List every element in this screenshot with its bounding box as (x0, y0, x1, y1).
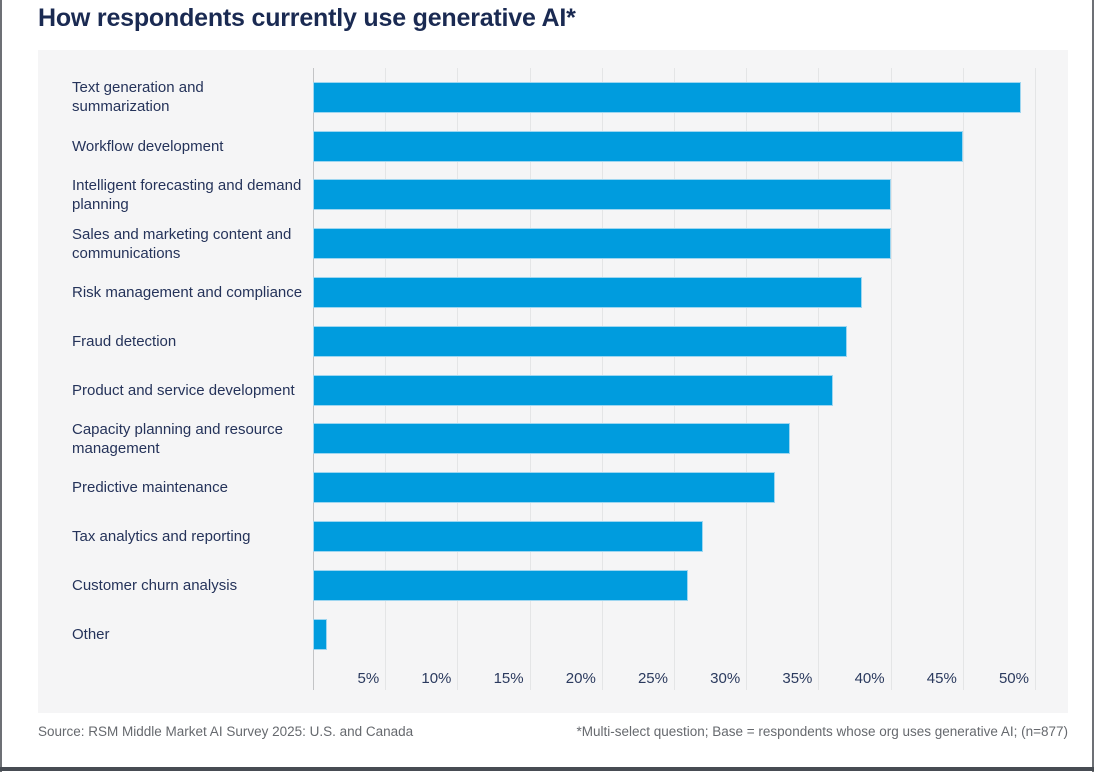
bar-row: Predictive maintenance (72, 463, 1068, 512)
bar-rows: Text generation and summarization Workflo… (72, 73, 1068, 659)
axis-tick-label: 25% (637, 670, 668, 687)
category-label: Tax analytics and reporting (72, 528, 251, 546)
bar-track (313, 171, 1068, 220)
chart-title: How respondents currently use generative… (38, 4, 576, 32)
bar-row: Intelligent forecasting and demand plann… (72, 171, 1068, 220)
plot-panel: Text generation and summarization Workflo… (38, 50, 1068, 713)
footer: Source: RSM Middle Market AI Survey 2025… (38, 724, 1068, 739)
bar-row: Workflow development (72, 122, 1068, 171)
bar-row: Fraud detection (72, 317, 1068, 366)
bar-track (313, 317, 1068, 366)
bar (313, 423, 790, 455)
bar-track (313, 219, 1068, 268)
bar-row: Product and service development (72, 366, 1068, 415)
bar-track (313, 561, 1068, 610)
bar-track (313, 366, 1068, 415)
bar-track (313, 268, 1068, 317)
bar-track (313, 122, 1068, 171)
axis-tick-label: 15% (493, 670, 524, 687)
bar-row: Tax analytics and reporting (72, 512, 1068, 561)
bar-track (313, 610, 1068, 659)
axis-tick-label: 50% (998, 670, 1029, 687)
axis-tick-label: 40% (854, 670, 885, 687)
right-border (1092, 0, 1094, 772)
bar (313, 130, 963, 162)
left-border (0, 0, 2, 772)
bar-row: Risk management and compliance (72, 268, 1068, 317)
category-label: Intelligent forecasting and demand plann… (72, 176, 302, 213)
source-text: Source: RSM Middle Market AI Survey 2025… (38, 724, 414, 739)
bar-row: Customer churn analysis (72, 561, 1068, 610)
category-label: Customer churn analysis (72, 576, 238, 594)
bar-row: Sales and marketing content and communic… (72, 219, 1068, 268)
bar-row: Capacity planning and resource managemen… (72, 415, 1068, 464)
bar (313, 325, 848, 357)
bar-row: Text generation and summarization (72, 73, 1068, 122)
gridline (962, 68, 964, 690)
footnote-text: *Multi-select question; Base = responden… (576, 724, 1068, 739)
category-label: Other (72, 625, 110, 643)
bar (313, 618, 328, 650)
axis-tick-label: 10% (421, 670, 452, 687)
category-label: Text generation and summarization (72, 79, 204, 116)
x-axis: 5% 10% 15% 20% 25% 30% 35% 40% 45% 50% (313, 668, 1068, 690)
category-label: Sales and marketing content and communic… (72, 225, 292, 262)
bar (313, 472, 776, 504)
gridline (890, 68, 892, 690)
category-label: Fraud detection (72, 332, 177, 350)
gridline (1035, 68, 1036, 690)
category-label: Risk management and compliance (72, 284, 303, 302)
bar (313, 374, 833, 406)
axis-tick-label: 5% (357, 670, 380, 687)
bar-track (313, 463, 1068, 512)
bar (313, 521, 703, 553)
bar-track (313, 415, 1068, 464)
bar-track (313, 512, 1068, 561)
axis-tick-label: 30% (710, 670, 741, 687)
bar-row: Other (72, 610, 1068, 659)
bar (313, 179, 891, 211)
category-label: Capacity planning and resource managemen… (72, 420, 283, 457)
bar-track (313, 73, 1068, 122)
axis-tick-label: 45% (926, 670, 957, 687)
category-label: Product and service development (72, 381, 295, 399)
axis-tick-label: 20% (565, 670, 596, 687)
axis-tick-label: 35% (782, 670, 813, 687)
bar (313, 277, 862, 309)
category-label: Predictive maintenance (72, 479, 228, 497)
bar (313, 228, 891, 260)
category-label: Workflow development (72, 137, 224, 155)
bar (313, 569, 689, 601)
bottom-bar (0, 767, 1094, 771)
bar (313, 81, 1021, 113)
